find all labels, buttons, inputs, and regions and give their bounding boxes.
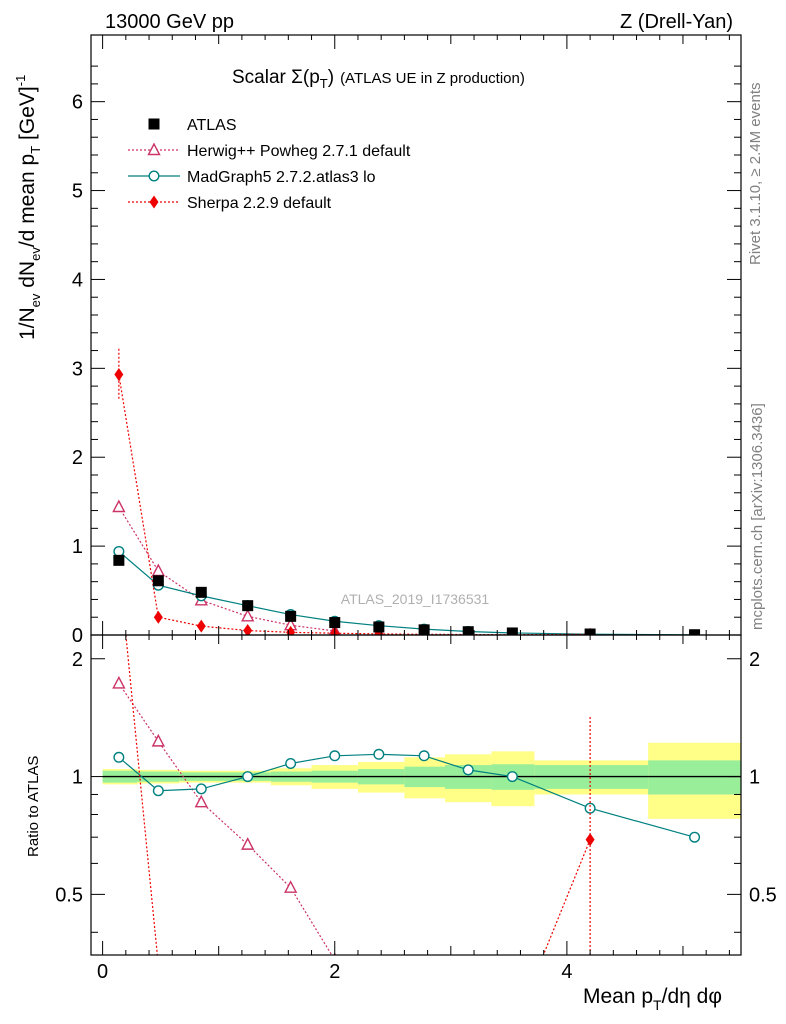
main-y-tick-label: 0 bbox=[72, 625, 83, 647]
atlas-point bbox=[285, 610, 297, 622]
analysis-watermark: ATLAS_2019_I1736531 bbox=[341, 591, 490, 607]
band-inner-bin bbox=[648, 760, 741, 795]
ratio-y-tick-label: 0.5 bbox=[55, 884, 83, 906]
sherpa-ratio-line bbox=[125, 635, 158, 955]
madgraph5-ratio-point bbox=[373, 748, 385, 760]
sherpa-point bbox=[114, 368, 124, 382]
madgraph5-point bbox=[113, 545, 125, 557]
ratio-y-axis-label: Ratio to ATLAS bbox=[25, 756, 42, 857]
x-tick-label: 0 bbox=[97, 961, 108, 983]
legend-label-madgraph5: MadGraph5 2.7.2.atlas3 lo bbox=[187, 169, 376, 186]
mcplots-label: mcplots.cern.ch [arXiv:1306.3436] bbox=[749, 403, 766, 630]
main-y-axis-label: 1/Nev dNev/d mean pT [GeV]-1 bbox=[13, 75, 43, 340]
madgraph5-line bbox=[118, 550, 695, 635]
sherpa-point bbox=[196, 619, 206, 633]
herwig-ratio-point bbox=[194, 794, 208, 808]
atlas-point bbox=[506, 627, 518, 635]
main-series-layer bbox=[112, 348, 701, 635]
madgraph5-ratio-point bbox=[689, 831, 701, 843]
legend-label-atlas: ATLAS bbox=[187, 117, 237, 134]
atlas-point bbox=[152, 575, 164, 587]
main-y-tick-label: 3 bbox=[72, 358, 83, 380]
ratio-series-layer bbox=[112, 635, 701, 955]
ratio-plot-frame bbox=[90, 634, 742, 956]
atlas-point bbox=[113, 554, 125, 566]
main-y-tick-label: 1 bbox=[72, 536, 83, 558]
atlas-point bbox=[462, 626, 474, 635]
atlas-point bbox=[418, 624, 430, 635]
atlas-point bbox=[242, 600, 254, 612]
herwig-point bbox=[151, 563, 165, 577]
header-right: Z (Drell-Yan) bbox=[620, 11, 733, 33]
atlas-point bbox=[689, 629, 701, 635]
ratio-y-tick-label-right: 1 bbox=[749, 767, 760, 789]
herwig-line bbox=[118, 506, 335, 632]
sherpa-ratio-point bbox=[585, 833, 595, 847]
main-y-tick-label: 5 bbox=[72, 181, 83, 203]
rivet-label: Rivet 3.1.10, ≥ 2.4M events bbox=[747, 83, 764, 266]
main-y-tick-label: 6 bbox=[72, 92, 83, 114]
madgraph5-ratio-point bbox=[418, 750, 430, 762]
ratio-y-tick-label: 2 bbox=[72, 649, 83, 671]
main-y-tick-label: 2 bbox=[72, 447, 83, 469]
main-y-tick-label: 4 bbox=[72, 269, 83, 291]
madgraph5-ratio-point bbox=[506, 771, 518, 783]
herwig-ratio-point bbox=[241, 837, 255, 850]
ratio-y-tick-label: 1 bbox=[72, 767, 83, 789]
legend-label-sherpa: Sherpa 2.2.9 default bbox=[187, 195, 332, 212]
madgraph5-ratio-point bbox=[584, 802, 596, 814]
madgraph5-ratio-point bbox=[152, 785, 164, 797]
madgraph5-ratio-point bbox=[285, 757, 297, 769]
legend-marker-sherpa bbox=[149, 195, 159, 209]
sherpa-point bbox=[153, 610, 163, 624]
ratio-y-tick-label-right: 0.5 bbox=[749, 884, 777, 906]
sherpa-point bbox=[243, 624, 253, 635]
herwig-ratio-point bbox=[112, 675, 126, 689]
legend-label-herwig: Herwig++ Powheg 2.7.1 default bbox=[187, 143, 411, 160]
herwig-ratio-line bbox=[118, 683, 333, 955]
madgraph5-ratio-point bbox=[462, 764, 474, 776]
madgraph5-ratio-point bbox=[195, 783, 207, 795]
main-plot-title: Scalar Σ(pT) (ATLAS UE in Z production) bbox=[232, 67, 525, 91]
x-tick-label: 4 bbox=[561, 961, 572, 983]
atlas-point bbox=[373, 621, 385, 633]
x-tick-label: 2 bbox=[329, 961, 340, 983]
madgraph5-ratio-line bbox=[118, 753, 695, 838]
legend-marker-madgraph5 bbox=[148, 170, 160, 182]
atlas-point bbox=[195, 586, 207, 598]
madgraph5-ratio-point bbox=[242, 771, 254, 783]
madgraph5-ratio-point bbox=[329, 750, 341, 762]
sherpa-ratio-line bbox=[542, 839, 591, 955]
madgraph5-ratio-point bbox=[113, 751, 125, 763]
herwig-point bbox=[112, 499, 126, 513]
herwig-ratio-point bbox=[283, 880, 298, 893]
legend-marker-atlas bbox=[148, 118, 160, 130]
ratio-y-tick-label-right: 2 bbox=[749, 649, 760, 671]
herwig-point bbox=[241, 608, 255, 622]
x-axis-label: Mean pT/dη dφ bbox=[583, 985, 722, 1013]
herwig-ratio-point bbox=[151, 733, 165, 747]
header-left: 13000 GeV pp bbox=[105, 11, 234, 33]
legend-marker-herwig bbox=[147, 142, 161, 156]
legend: ATLAS Herwig++ Powheg 2.7.1 default MadGra… bbox=[128, 117, 411, 212]
